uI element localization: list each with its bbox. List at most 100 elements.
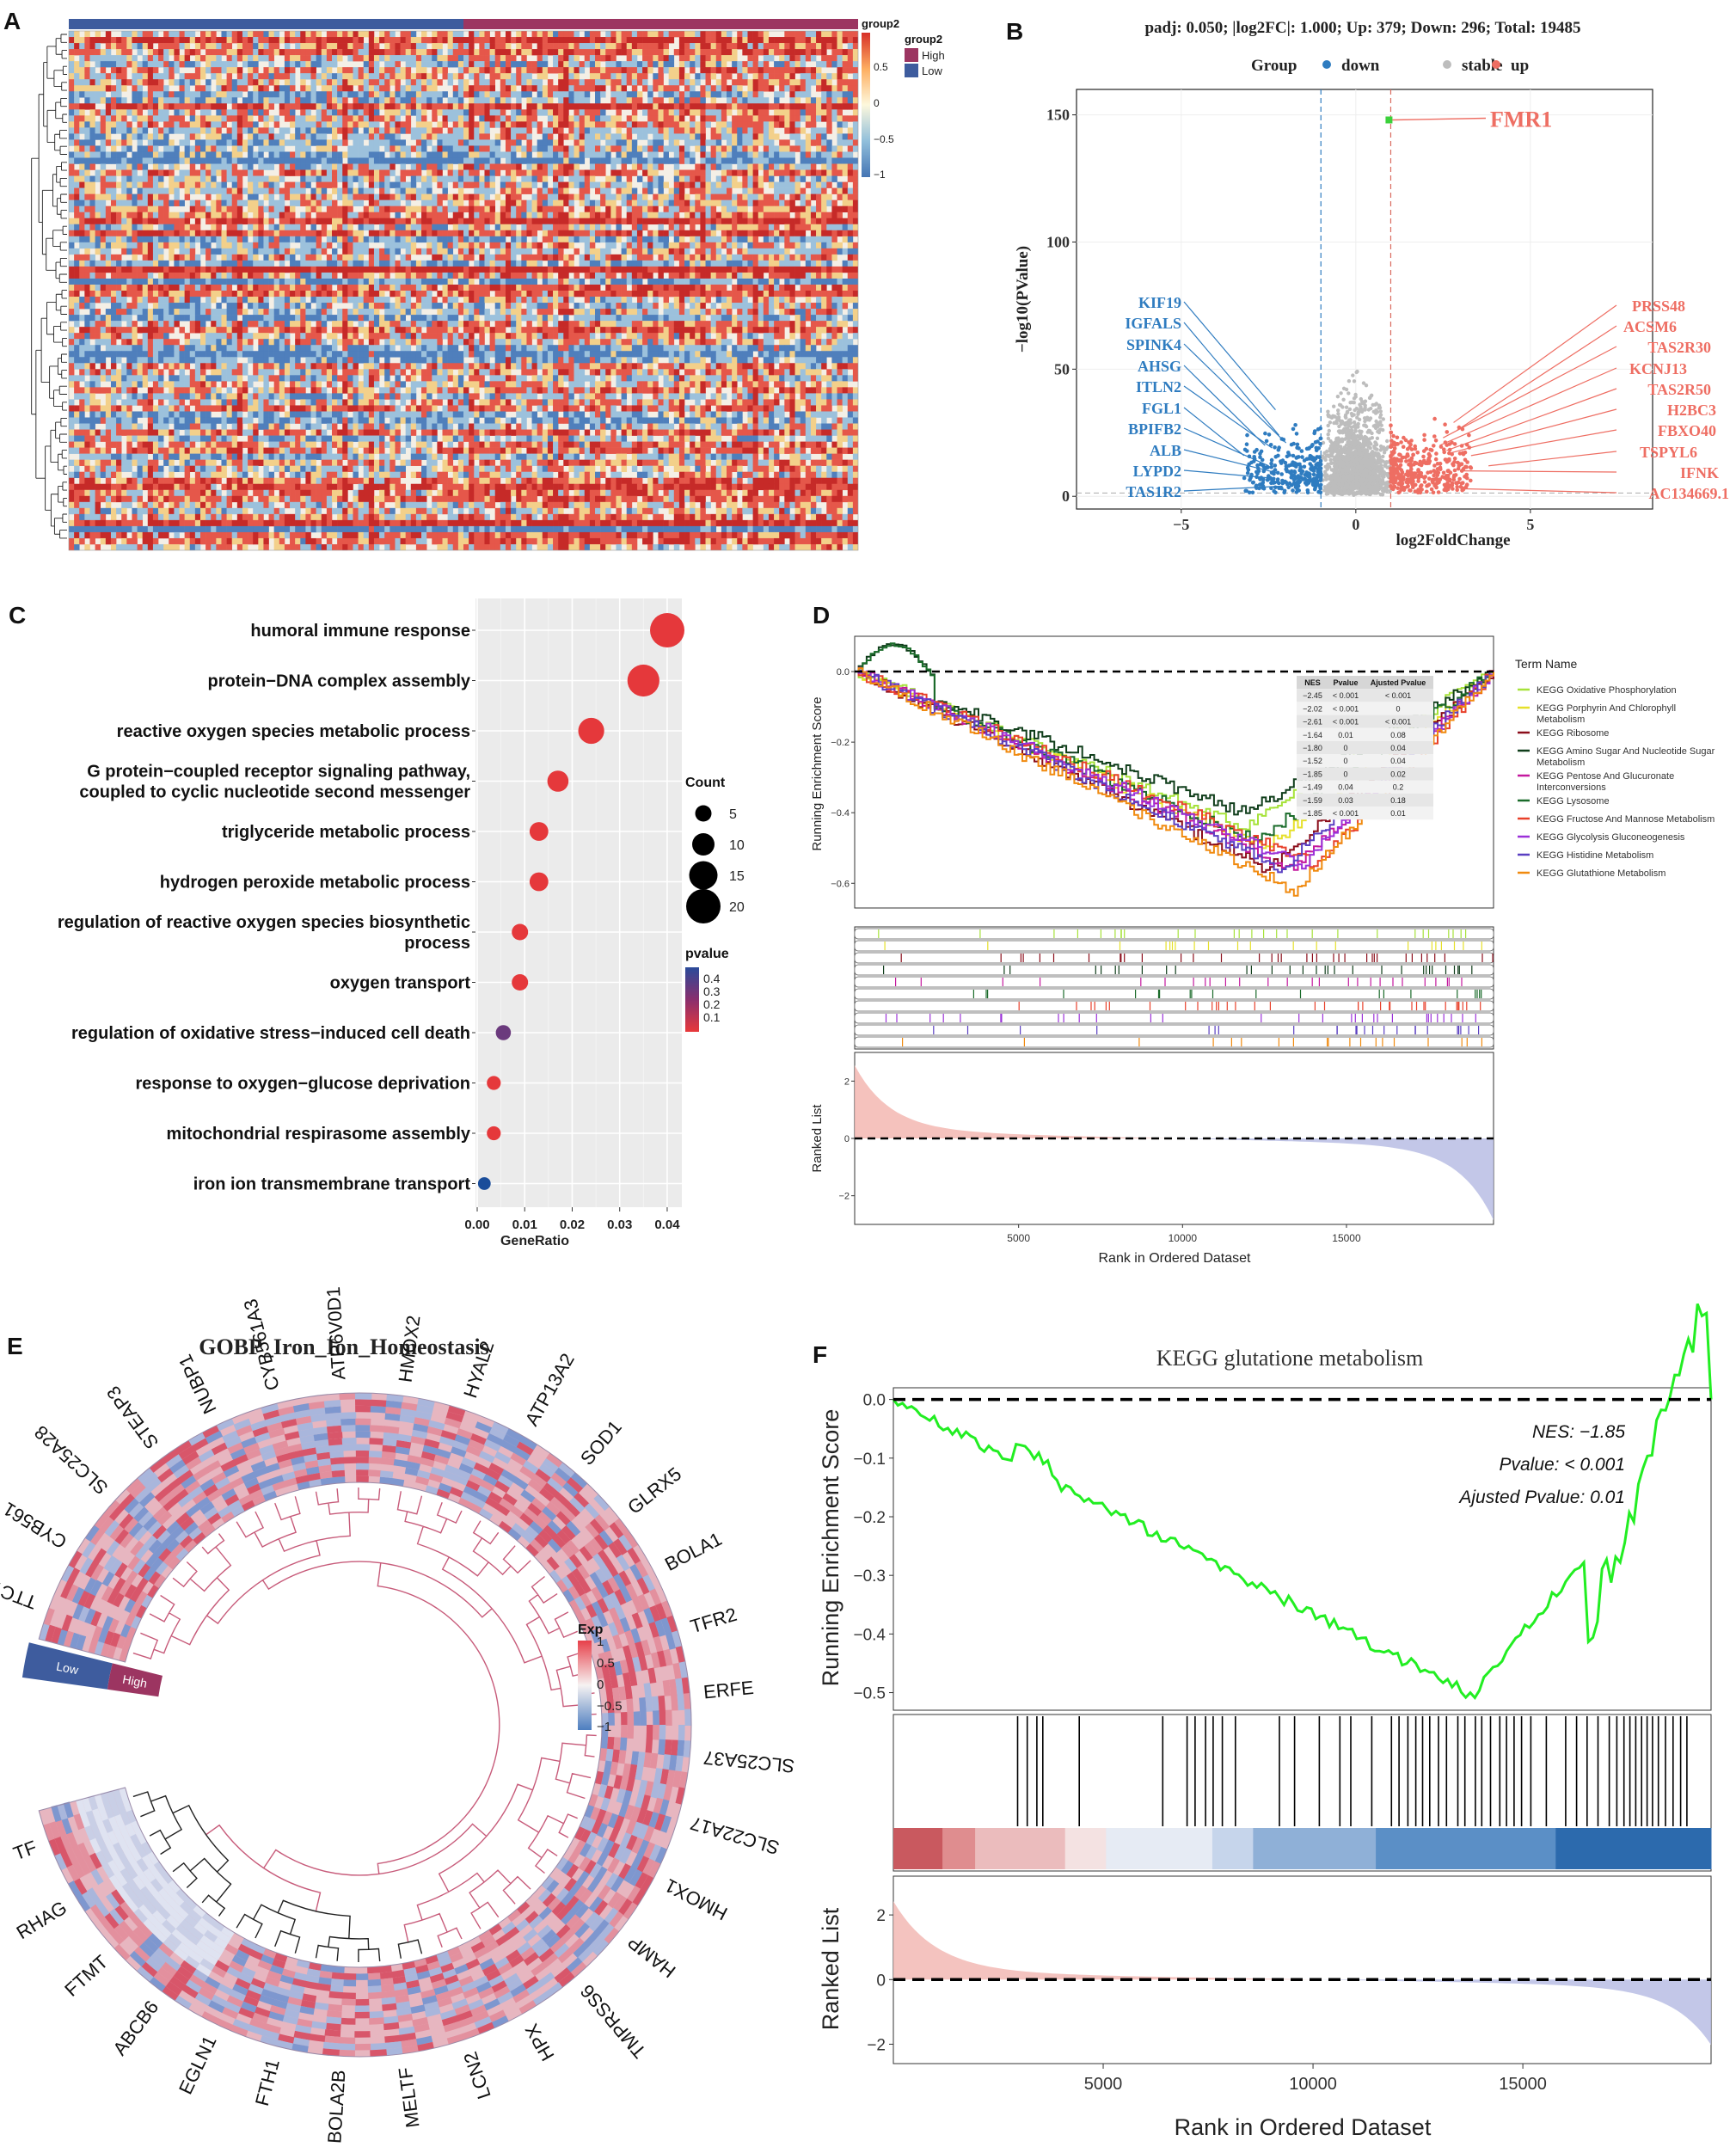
heatmap-cell xyxy=(705,67,711,74)
heatmap-cell xyxy=(826,151,832,158)
heatmap-cell xyxy=(794,193,801,200)
heatmap-cell xyxy=(563,236,569,243)
heatmap-cell xyxy=(457,218,464,225)
heatmap-cell xyxy=(537,187,543,194)
heatmap-cell xyxy=(353,248,359,255)
heatmap-cell xyxy=(248,163,254,170)
heatmap-cell xyxy=(337,169,343,176)
heatmap-cell xyxy=(221,199,227,206)
heatmap-cell xyxy=(715,133,722,140)
heatmap-cell xyxy=(605,218,611,225)
heatmap-cell xyxy=(363,193,370,200)
heatmap-cell xyxy=(474,157,480,164)
heatmap-cell xyxy=(211,103,217,110)
heatmap-cell xyxy=(647,121,653,128)
heatmap-cell xyxy=(727,187,733,194)
heatmap-cell xyxy=(347,254,353,261)
heatmap-cell xyxy=(721,103,727,110)
heatmap-cell xyxy=(79,163,85,170)
heatmap-cell xyxy=(290,236,296,243)
heatmap-cell xyxy=(216,37,222,44)
heatmap-cell xyxy=(447,199,454,206)
heatmap-cell xyxy=(774,218,780,225)
heatmap-cell xyxy=(831,224,837,231)
heatmap-cell xyxy=(321,127,328,134)
heatmap-cell xyxy=(184,103,191,110)
heatmap-cell xyxy=(837,151,843,158)
heatmap-cell xyxy=(563,133,569,140)
heatmap-cell xyxy=(663,248,669,255)
heatmap-cell xyxy=(574,169,580,176)
heatmap-cell xyxy=(842,199,849,206)
heatmap-cell xyxy=(584,224,591,231)
heatmap-cell xyxy=(800,85,807,92)
heatmap-cell xyxy=(727,163,733,170)
heatmap-cell xyxy=(405,127,412,134)
heatmap-cell xyxy=(326,73,333,80)
heatmap-cell xyxy=(426,242,432,249)
heatmap-cell xyxy=(242,236,248,243)
heatmap-cell xyxy=(668,31,675,38)
heatmap-cell xyxy=(595,212,601,219)
heatmap-cell xyxy=(810,49,817,56)
heatmap-cell xyxy=(200,55,206,62)
heatmap-cell xyxy=(584,248,591,255)
heatmap-cell xyxy=(337,151,343,158)
heatmap-cell xyxy=(273,91,280,98)
heatmap-cell xyxy=(469,61,475,68)
heatmap-cell xyxy=(700,218,706,225)
heatmap-cell xyxy=(174,224,180,231)
heatmap-cell xyxy=(405,212,412,219)
heatmap-cell xyxy=(231,224,238,231)
heatmap-cell xyxy=(74,199,80,206)
heatmap-cell xyxy=(852,139,858,146)
heatmap-cell xyxy=(179,242,185,249)
heatmap-cell xyxy=(84,187,90,194)
heatmap-cell xyxy=(284,230,291,237)
heatmap-cell xyxy=(437,242,443,249)
heatmap-cell xyxy=(216,67,222,74)
heatmap-cell xyxy=(605,248,611,255)
heatmap-cell xyxy=(342,199,348,206)
heatmap-cell xyxy=(695,236,701,243)
heatmap-cell xyxy=(463,37,469,44)
heatmap-cell xyxy=(494,218,501,225)
heatmap-cell xyxy=(263,91,269,98)
heatmap-cell xyxy=(658,73,664,80)
heatmap-cell xyxy=(384,193,390,200)
heatmap-cell xyxy=(437,224,443,231)
heatmap-cell xyxy=(337,37,343,44)
heatmap-cell xyxy=(479,121,485,128)
heatmap-cell xyxy=(236,115,243,122)
heatmap-cell xyxy=(768,169,775,176)
heatmap-cell xyxy=(194,97,201,104)
heatmap-cell xyxy=(332,127,338,134)
heatmap-cell xyxy=(752,151,759,158)
heatmap-cell xyxy=(126,248,132,255)
heatmap-cell xyxy=(642,163,648,170)
heatmap-cell xyxy=(147,43,154,50)
heatmap-cell xyxy=(553,151,559,158)
heatmap-cell xyxy=(410,193,417,200)
heatmap-cell xyxy=(105,254,112,261)
heatmap-cell xyxy=(137,163,143,170)
heatmap-cell xyxy=(363,163,370,170)
heatmap-cell xyxy=(184,236,191,243)
heatmap-cell xyxy=(300,91,306,98)
heatmap-cell xyxy=(79,175,85,182)
heatmap-cell xyxy=(316,43,322,50)
heatmap-cell xyxy=(121,236,127,243)
heatmap-cell xyxy=(710,218,717,225)
heatmap-cell xyxy=(794,212,801,219)
heatmap-cell xyxy=(236,169,243,176)
heatmap-cell xyxy=(695,145,701,152)
heatmap-cell xyxy=(321,193,328,200)
heatmap-cell xyxy=(568,31,574,38)
heatmap-cell xyxy=(474,55,480,62)
heatmap-cell xyxy=(100,181,107,188)
heatmap-cell xyxy=(137,91,143,98)
heatmap-cell xyxy=(84,169,90,176)
heatmap-cell xyxy=(678,49,685,56)
heatmap-cell xyxy=(589,67,596,74)
heatmap-cell xyxy=(295,181,301,188)
